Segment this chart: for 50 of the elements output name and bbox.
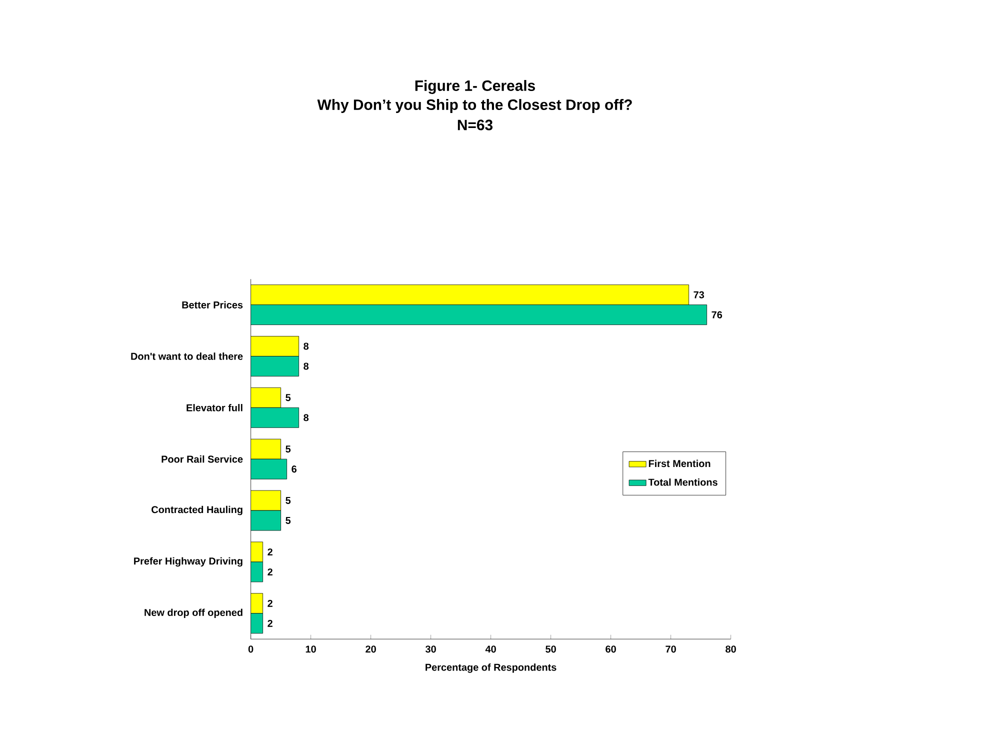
data-label: 2 bbox=[268, 548, 272, 556]
bar bbox=[250, 542, 263, 562]
data-label: 73 bbox=[694, 291, 704, 298]
bar bbox=[250, 562, 263, 582]
y-tick-label: New drop off opened bbox=[144, 608, 242, 618]
y-tick-label: Better Prices bbox=[182, 301, 243, 308]
data-label: 8 bbox=[304, 342, 309, 350]
bar bbox=[250, 304, 708, 325]
x-tick-label: 0 bbox=[248, 646, 254, 653]
data-label: 6 bbox=[292, 466, 297, 473]
y-tick-label: Elevator full bbox=[186, 404, 242, 412]
y-tick-label: Poor Rail Service bbox=[162, 455, 243, 463]
bar bbox=[250, 490, 282, 511]
data-label: 76 bbox=[712, 311, 722, 318]
chart-subtitle: Why Don’t you Ship to the Closest Drop off? bbox=[317, 99, 632, 113]
chart-title: Figure 1- Cereals bbox=[415, 80, 535, 94]
x-tick-label: 10 bbox=[306, 646, 316, 653]
bar bbox=[250, 356, 300, 376]
x-tick-label: 70 bbox=[666, 646, 676, 653]
x-tick-label: 50 bbox=[546, 646, 556, 653]
data-label: 5 bbox=[286, 394, 291, 402]
data-label: 2 bbox=[268, 620, 272, 627]
y-tick-label: Don't want to deal there bbox=[131, 352, 243, 360]
bar bbox=[250, 336, 300, 356]
data-label: 8 bbox=[304, 414, 309, 422]
x-axis-title: Percentage of Respondents bbox=[426, 664, 556, 673]
y-tick-label: Prefer Highway Driving bbox=[134, 557, 242, 567]
bar bbox=[250, 407, 300, 428]
bar bbox=[250, 438, 282, 460]
bar bbox=[250, 387, 282, 408]
data-label: 8 bbox=[304, 362, 309, 370]
x-tick-label: 40 bbox=[485, 646, 496, 653]
data-label: 5 bbox=[286, 446, 291, 453]
x-tick-label: 60 bbox=[606, 646, 616, 653]
legend-label: First Mention bbox=[648, 460, 710, 468]
legend-label: Total Mentions bbox=[648, 478, 718, 486]
bar bbox=[250, 593, 264, 614]
x-tick-label: 80 bbox=[726, 646, 736, 653]
x-tick-label: 30 bbox=[426, 646, 436, 653]
y-tick-label: Contracted Hauling bbox=[152, 506, 242, 516]
bar bbox=[250, 510, 282, 531]
data-label: 2 bbox=[268, 568, 272, 576]
bar bbox=[250, 284, 690, 305]
bar bbox=[250, 613, 264, 634]
data-label: 2 bbox=[268, 600, 272, 607]
bar bbox=[250, 458, 288, 480]
text: N=63 bbox=[458, 120, 493, 130]
data-label: 5 bbox=[286, 517, 291, 524]
data-label: 5 bbox=[286, 497, 291, 504]
x-tick-label: 20 bbox=[366, 646, 376, 653]
